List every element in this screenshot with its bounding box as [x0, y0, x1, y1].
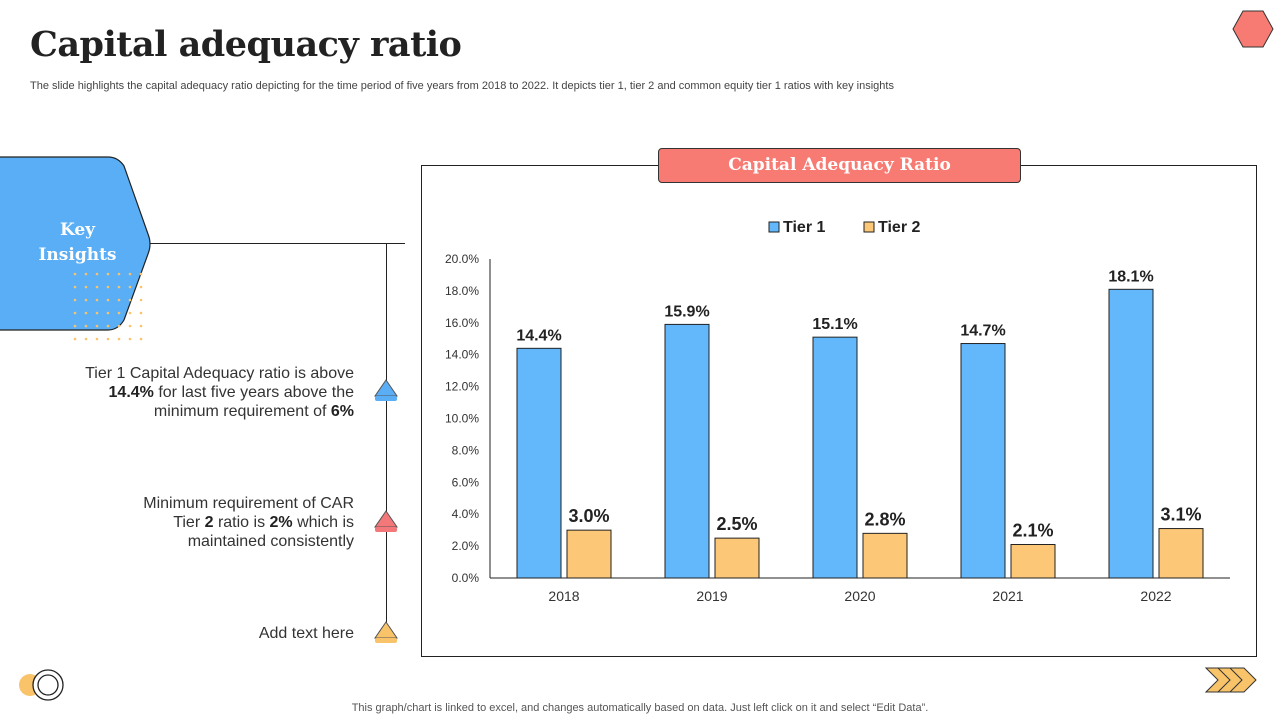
insight-2-bold-ratio: 2%	[269, 514, 293, 531]
decoration-dot	[73, 285, 77, 289]
decoration-dot	[106, 337, 110, 341]
decoration-dot	[73, 311, 77, 315]
decoration-dot	[95, 285, 99, 289]
decoration-dot	[128, 337, 132, 341]
insight-2-bold-tier: 2	[204, 514, 214, 531]
key-insights-title-line2: Insights	[38, 245, 117, 265]
decoration-dot	[117, 337, 121, 341]
decoration-dot	[106, 298, 110, 302]
decoration-dot	[106, 311, 110, 315]
insight-1-bold-value: 14.4%	[108, 384, 154, 401]
insight-marker-2-icon	[374, 510, 398, 532]
decoration-dot	[84, 298, 88, 302]
insight-text-3[interactable]: Add text here	[258, 625, 354, 642]
next-arrows-icon[interactable]	[1205, 665, 1257, 695]
decoration-dot	[139, 337, 143, 341]
decoration-dot	[84, 285, 88, 289]
decoration-dot	[106, 272, 110, 276]
dot-pattern-decoration	[73, 272, 143, 341]
chart-title: Capital Adequacy Ratio	[658, 148, 1021, 183]
decoration-dot	[84, 337, 88, 341]
insight-2-post: which is	[292, 514, 354, 531]
insight-2-line3: maintained consistently	[187, 533, 354, 550]
key-insights-hexagon	[0, 156, 151, 331]
decoration-dot	[139, 285, 143, 289]
insight-marker-1-icon	[374, 379, 398, 401]
decoration-dot	[73, 298, 77, 302]
insight-1-bold-minimum: 6%	[330, 403, 354, 420]
decoration-dot	[84, 311, 88, 315]
insight-marker-3-icon	[374, 621, 398, 643]
decoration-dot	[117, 298, 121, 302]
decoration-dot	[139, 324, 143, 328]
page-subtitle: The slide highlights the capital adequac…	[30, 80, 894, 92]
decoration-dot	[117, 311, 121, 315]
decoration-dot	[128, 285, 132, 289]
key-insights-title-line1: Key	[59, 220, 96, 240]
decoration-dot	[128, 298, 132, 302]
insights-connector-vertical	[386, 243, 387, 635]
decoration-dot	[73, 272, 77, 276]
decoration-dot	[139, 311, 143, 315]
hexagon-decoration-icon	[1232, 10, 1274, 48]
decoration-dot	[139, 272, 143, 276]
insights-connector-horizontal	[150, 243, 405, 244]
insight-2-line2: Tier 2 ratio is 2% which is	[64, 513, 354, 532]
page-title: Capital adequacy ratio	[30, 24, 462, 65]
decoration-dot	[139, 298, 143, 302]
decoration-dot	[117, 324, 121, 328]
insight-2-mid: ratio is	[213, 514, 270, 531]
decoration-dot	[128, 272, 132, 276]
decoration-dot	[84, 272, 88, 276]
decoration-dot	[117, 272, 121, 276]
footer-note: This graph/chart is linked to excel, and…	[351, 702, 929, 714]
decoration-dot	[95, 298, 99, 302]
decoration-dot	[95, 272, 99, 276]
decoration-dot	[128, 311, 132, 315]
decoration-dot	[95, 337, 99, 341]
decoration-dot	[95, 324, 99, 328]
insight-1-line1: Tier 1 Capital Adequacy ratio is above	[85, 365, 354, 382]
insight-1-line2: 14.4% for last five years above the	[64, 383, 354, 402]
decoration-dot	[73, 337, 77, 341]
insight-2-line1: Minimum requirement of CAR	[143, 495, 354, 512]
decoration-dot	[128, 324, 132, 328]
decoration-dot	[95, 311, 99, 315]
insight-text-1: Tier 1 Capital Adequacy ratio is above 1…	[64, 364, 354, 421]
decoration-dot	[106, 324, 110, 328]
circles-decoration-icon	[19, 669, 64, 701]
insight-1-line3-text: minimum requirement of	[153, 403, 331, 420]
insight-1-line2-rest: for last five years above the	[153, 384, 354, 401]
decoration-dot	[84, 324, 88, 328]
chart-frame[interactable]	[421, 165, 1257, 657]
decoration-dot	[117, 285, 121, 289]
decoration-dot	[106, 285, 110, 289]
insight-2-pre: Tier	[173, 514, 205, 531]
key-insights-title: Key Insights	[30, 218, 125, 268]
decoration-dot	[73, 324, 77, 328]
insight-1-line3: minimum requirement of 6%	[64, 402, 354, 421]
insight-text-2: Minimum requirement of CAR Tier 2 ratio …	[64, 494, 354, 551]
